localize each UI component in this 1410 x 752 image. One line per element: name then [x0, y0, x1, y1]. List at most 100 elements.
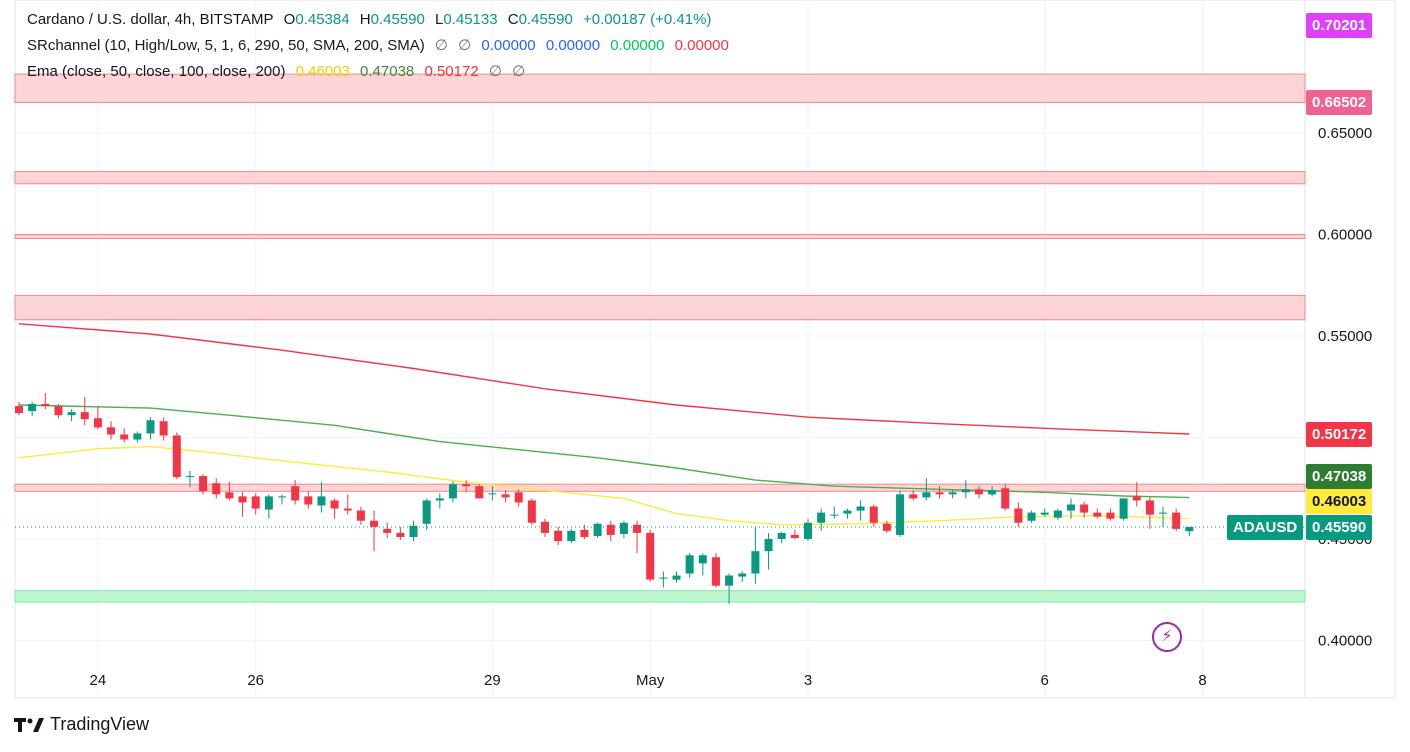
- srchannel-value-2: 0.00000: [545, 37, 601, 54]
- candle-body: [817, 512, 826, 523]
- candle-body: [804, 522, 812, 539]
- candle-body: [764, 539, 773, 552]
- candle-body: [225, 492, 234, 499]
- candle: [764, 532, 773, 570]
- candle-body: [1080, 504, 1089, 513]
- candle-body: [527, 500, 536, 523]
- srchannel-value-1: 0.00000: [481, 37, 536, 54]
- candle: [922, 478, 931, 501]
- candle-body: [67, 412, 76, 416]
- candle-body: [304, 496, 313, 505]
- srchannel-null-1: ∅: [434, 37, 448, 54]
- price-tick-label: 0.65000: [1318, 125, 1372, 142]
- candle: [725, 573, 734, 604]
- candle: [909, 490, 918, 501]
- candle-body: [278, 496, 286, 498]
- candle-body: [554, 530, 563, 542]
- candle: [1053, 508, 1062, 520]
- candle: [1119, 498, 1128, 521]
- candle: [370, 510, 379, 552]
- ema-line-ema200: [18, 323, 1190, 435]
- candle: [606, 520, 615, 542]
- high-label: H: [359, 11, 371, 28]
- candle-body: [698, 555, 707, 564]
- last-price-badge: 0.45590: [1306, 515, 1373, 540]
- candle-body: [751, 551, 760, 574]
- time-tick-label: 26: [247, 672, 264, 689]
- candle-body: [1172, 512, 1181, 529]
- candle-body: [988, 490, 997, 495]
- candle: [146, 417, 155, 440]
- candle-body: [356, 510, 365, 521]
- candle: [172, 432, 181, 480]
- candle: [1145, 496, 1154, 529]
- candle: [856, 500, 865, 521]
- candle: [54, 404, 63, 419]
- candle-body: [291, 486, 300, 501]
- candle: [633, 520, 642, 554]
- candle-body: [172, 435, 181, 478]
- sr-zones: [14, 73, 1306, 603]
- candle-body: [935, 492, 944, 495]
- open-label: O: [283, 11, 296, 28]
- legend-srchannel[interactable]: SRchannel (10, High/Low, 5, 1, 6, 290, 5…: [27, 36, 735, 56]
- candle: [777, 531, 786, 544]
- ema-line-ema50: [18, 445, 1190, 526]
- candle: [501, 490, 510, 503]
- candle-body: [514, 492, 523, 503]
- candle: [1040, 508, 1049, 517]
- candle: [619, 520, 628, 538]
- candle-body: [659, 577, 668, 579]
- ema-title[interactable]: Ema (close, 50, close, 100, close, 200): [27, 63, 286, 80]
- candle-body: [646, 532, 655, 580]
- candle: [804, 518, 812, 542]
- candle: [396, 526, 405, 541]
- change-value: +0.00187 (+0.41%): [583, 11, 712, 28]
- candle-body: [856, 506, 865, 511]
- candle: [291, 480, 300, 505]
- candle-body: [633, 524, 642, 533]
- candle-body: [1119, 498, 1128, 519]
- tradingview-logo[interactable]: TradingView: [14, 714, 149, 735]
- candle: [317, 482, 326, 513]
- candle: [1080, 501, 1089, 518]
- candle: [199, 474, 208, 495]
- time-axis[interactable]: 24 26 29 May 3 6 8: [90, 672, 1207, 689]
- candle-body: [619, 522, 628, 534]
- symbol-badge[interactable]: ADAUSD: [1227, 515, 1304, 540]
- candle-body: [251, 496, 260, 509]
- tradingview-name: TradingView: [50, 714, 150, 734]
- candle-body: [593, 523, 602, 536]
- candle: [93, 406, 102, 430]
- symbol-title[interactable]: Cardano / U.S. dollar, 4h, BITSTAMP: [27, 11, 274, 28]
- tradingview-logo-icon: [14, 717, 44, 732]
- candle: [527, 498, 536, 525]
- price-axis[interactable]: 0.400000.450000.500000.550000.600000.650…: [1318, 125, 1372, 650]
- candle-body: [15, 406, 23, 414]
- candle: [264, 494, 273, 519]
- candle-body: [435, 498, 444, 501]
- resistance-zone: [14, 171, 1306, 185]
- candle-body: [843, 510, 852, 514]
- candle-body: [909, 494, 918, 499]
- candle-body: [370, 520, 379, 527]
- time-tick-label: 24: [90, 672, 107, 689]
- lightning-icon[interactable]: ⚡: [1152, 622, 1182, 652]
- candle: [435, 493, 444, 509]
- candle: [948, 490, 957, 499]
- candle-body: [212, 483, 221, 495]
- legend-ema[interactable]: Ema (close, 50, close, 100, close, 200) …: [27, 62, 531, 82]
- candle: [988, 486, 997, 497]
- candle-body: [790, 534, 799, 538]
- candle: [1001, 484, 1010, 511]
- candle: [514, 489, 523, 507]
- legend-symbol[interactable]: Cardano / U.S. dollar, 4h, BITSTAMP O0.4…: [27, 10, 717, 30]
- price-tick-label: 0.60000: [1318, 227, 1372, 244]
- candle-body: [1106, 512, 1115, 519]
- srchannel-title[interactable]: SRchannel (10, High/Low, 5, 1, 6, 290, 5…: [27, 37, 425, 54]
- candle-body: [264, 496, 273, 510]
- candle: [738, 571, 747, 582]
- candle: [133, 431, 142, 443]
- candle: [356, 506, 365, 525]
